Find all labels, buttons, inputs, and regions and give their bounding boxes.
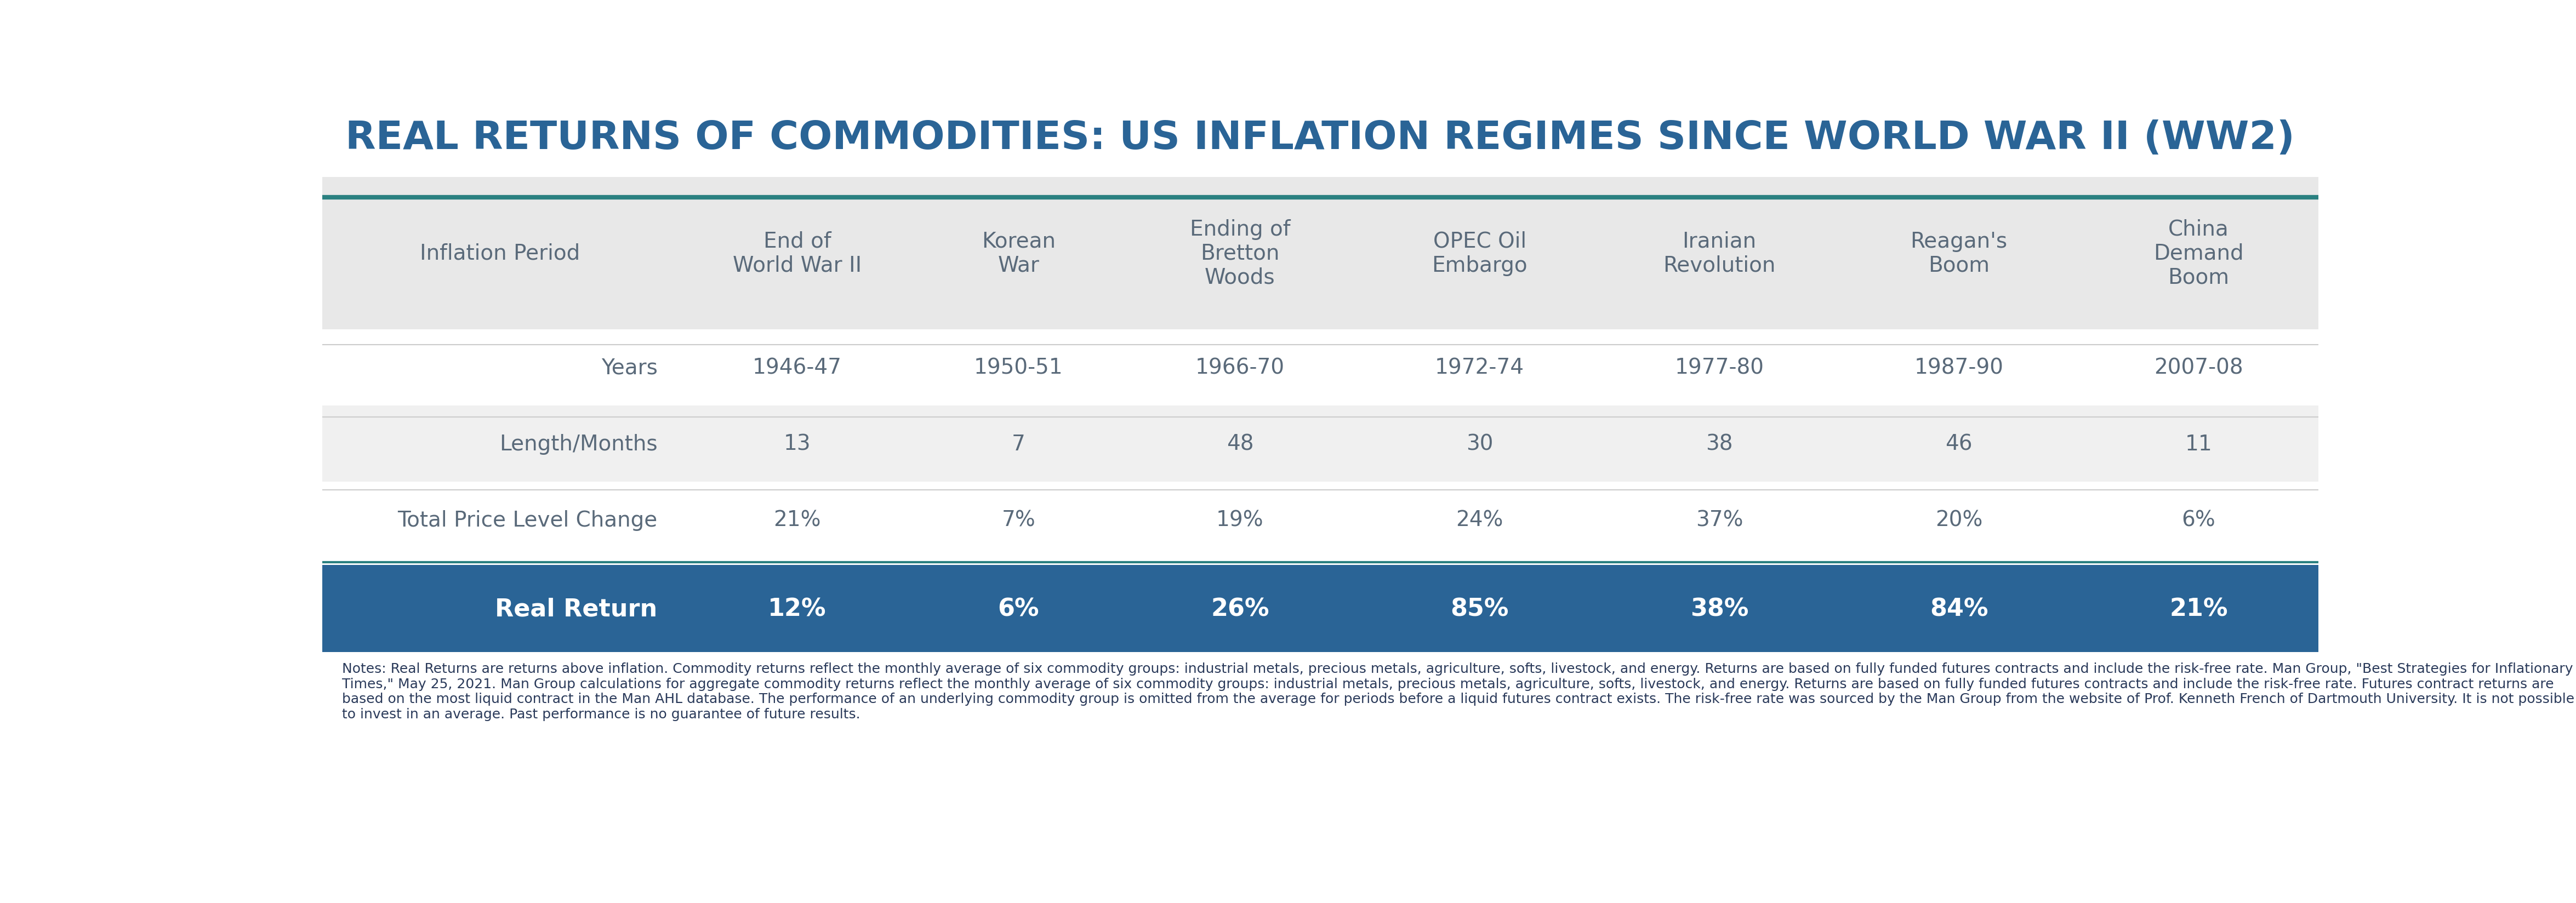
Text: Years: Years (600, 358, 657, 378)
FancyBboxPatch shape (1839, 482, 2079, 558)
Text: Total Price Level Change: Total Price Level Change (397, 509, 657, 530)
Text: Reagan's
Boom: Reagan's Boom (1911, 231, 2007, 276)
FancyBboxPatch shape (322, 565, 677, 652)
FancyBboxPatch shape (677, 177, 917, 330)
Text: 6%: 6% (2182, 509, 2215, 530)
FancyBboxPatch shape (1360, 482, 1600, 558)
Text: 21%: 21% (773, 509, 822, 530)
FancyBboxPatch shape (917, 405, 1121, 482)
FancyBboxPatch shape (677, 565, 917, 652)
Text: 1987-90: 1987-90 (1914, 358, 2004, 378)
FancyBboxPatch shape (1360, 405, 1600, 482)
FancyBboxPatch shape (1600, 177, 1839, 330)
Text: 30: 30 (1466, 433, 1494, 454)
Text: 7: 7 (1012, 433, 1025, 454)
FancyBboxPatch shape (2079, 177, 2318, 330)
FancyBboxPatch shape (1360, 565, 1600, 652)
Text: 20%: 20% (1935, 509, 1984, 530)
FancyBboxPatch shape (1600, 405, 1839, 482)
FancyBboxPatch shape (1121, 177, 1360, 330)
FancyBboxPatch shape (2079, 405, 2318, 482)
Text: 1950-51: 1950-51 (974, 358, 1064, 378)
FancyBboxPatch shape (677, 330, 917, 405)
FancyBboxPatch shape (1360, 330, 1600, 405)
Text: 1946-47: 1946-47 (752, 358, 842, 378)
Text: 21%: 21% (2169, 597, 2228, 620)
FancyBboxPatch shape (1360, 177, 1600, 330)
FancyBboxPatch shape (322, 405, 677, 482)
Text: OPEC Oil
Embargo: OPEC Oil Embargo (1432, 231, 1528, 276)
FancyBboxPatch shape (1839, 405, 2079, 482)
Text: 12%: 12% (768, 597, 827, 620)
Text: Notes: Real Returns are returns above inflation. Commodity returns reflect the m: Notes: Real Returns are returns above in… (343, 662, 2573, 721)
Text: 48: 48 (1226, 433, 1255, 454)
Text: 24%: 24% (1455, 509, 1504, 530)
FancyBboxPatch shape (1600, 565, 1839, 652)
FancyBboxPatch shape (1839, 565, 2079, 652)
FancyBboxPatch shape (917, 330, 1121, 405)
FancyBboxPatch shape (1121, 330, 1360, 405)
Text: 7%: 7% (1002, 509, 1036, 530)
Text: 2007-08: 2007-08 (2154, 358, 2244, 378)
FancyBboxPatch shape (322, 482, 677, 558)
Text: Korean
War: Korean War (981, 231, 1056, 276)
FancyBboxPatch shape (677, 405, 917, 482)
FancyBboxPatch shape (2079, 482, 2318, 558)
FancyBboxPatch shape (1839, 330, 2079, 405)
Text: 38: 38 (1705, 433, 1734, 454)
Text: 1977-80: 1977-80 (1674, 358, 1765, 378)
Text: 13: 13 (783, 433, 811, 454)
Text: China
Demand
Boom: China Demand Boom (2154, 219, 2244, 288)
Text: Inflation Period: Inflation Period (420, 243, 580, 264)
FancyBboxPatch shape (2079, 565, 2318, 652)
FancyBboxPatch shape (1121, 405, 1360, 482)
Text: 26%: 26% (1211, 597, 1270, 620)
FancyBboxPatch shape (322, 330, 677, 405)
FancyBboxPatch shape (917, 177, 1121, 330)
FancyBboxPatch shape (1600, 330, 1839, 405)
FancyBboxPatch shape (1839, 177, 2079, 330)
Text: Real Return: Real Return (495, 597, 657, 620)
Text: 6%: 6% (997, 597, 1038, 620)
FancyBboxPatch shape (917, 482, 1121, 558)
FancyBboxPatch shape (2079, 330, 2318, 405)
FancyBboxPatch shape (677, 482, 917, 558)
Text: Ending of
Bretton
Woods: Ending of Bretton Woods (1190, 219, 1291, 288)
Text: 37%: 37% (1695, 509, 1744, 530)
Text: 1972-74: 1972-74 (1435, 358, 1525, 378)
Text: Length/Months: Length/Months (500, 433, 657, 454)
Text: 84%: 84% (1929, 597, 1989, 620)
FancyBboxPatch shape (1600, 482, 1839, 558)
FancyBboxPatch shape (322, 177, 677, 330)
FancyBboxPatch shape (917, 565, 1121, 652)
FancyBboxPatch shape (1121, 482, 1360, 558)
Text: Iranian
Revolution: Iranian Revolution (1664, 231, 1775, 276)
Text: 85%: 85% (1450, 597, 1510, 620)
FancyBboxPatch shape (1121, 565, 1360, 652)
Text: 46: 46 (1945, 433, 1973, 454)
Text: 1966-70: 1966-70 (1195, 358, 1285, 378)
Text: End of
World War II: End of World War II (732, 231, 863, 276)
Text: 38%: 38% (1690, 597, 1749, 620)
Text: 19%: 19% (1216, 509, 1265, 530)
Text: REAL RETURNS OF COMMODITIES: US INFLATION REGIMES SINCE WORLD WAR II (WW2): REAL RETURNS OF COMMODITIES: US INFLATIO… (345, 119, 2295, 157)
Text: 11: 11 (2184, 433, 2213, 454)
